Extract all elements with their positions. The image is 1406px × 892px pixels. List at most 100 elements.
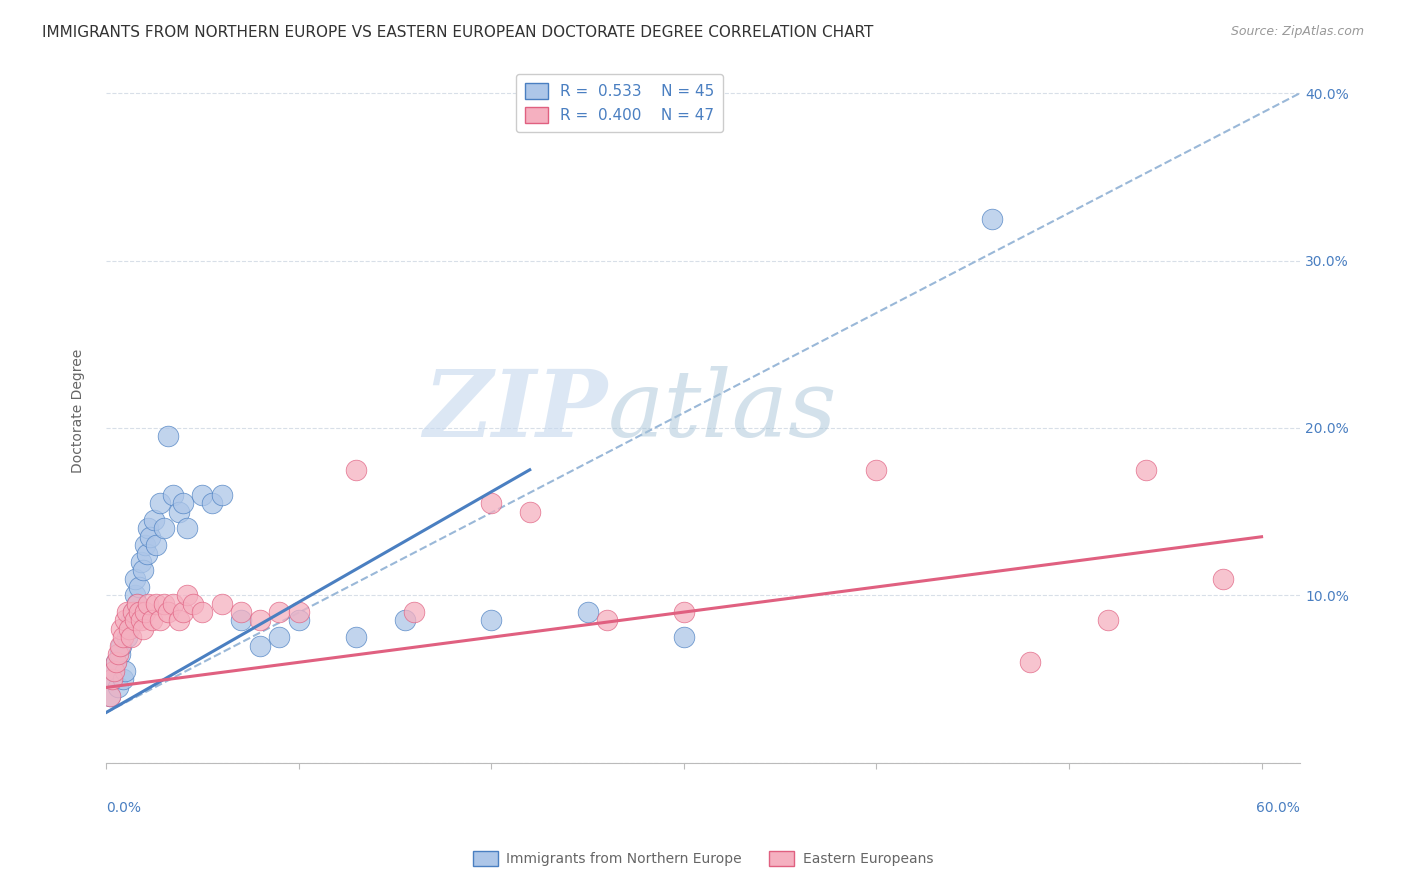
Text: ZIP: ZIP <box>423 367 607 456</box>
Point <box>118 622 141 636</box>
Point <box>479 496 502 510</box>
Point <box>103 664 125 678</box>
Point <box>110 639 132 653</box>
Point <box>141 614 163 628</box>
Text: Source: ZipAtlas.com: Source: ZipAtlas.com <box>1230 25 1364 38</box>
Point <box>122 605 145 619</box>
Point <box>98 689 121 703</box>
Point <box>129 614 152 628</box>
Point <box>172 496 194 510</box>
Point <box>156 429 179 443</box>
Point <box>149 614 172 628</box>
Point <box>1212 572 1234 586</box>
Point <box>346 463 368 477</box>
Point <box>138 521 160 535</box>
Point <box>153 597 176 611</box>
Point <box>108 647 131 661</box>
Point <box>107 647 129 661</box>
Point <box>191 488 214 502</box>
Point <box>128 605 150 619</box>
Point <box>101 672 124 686</box>
Point <box>519 505 541 519</box>
Point <box>672 630 695 644</box>
Y-axis label: Doctorate Degree: Doctorate Degree <box>72 349 86 474</box>
Point <box>156 605 179 619</box>
Text: 60.0%: 60.0% <box>1256 801 1301 815</box>
Point <box>103 664 125 678</box>
Point <box>112 630 135 644</box>
Point <box>394 614 416 628</box>
Point <box>124 588 146 602</box>
Point <box>134 605 156 619</box>
Point <box>122 605 145 619</box>
Point <box>129 555 152 569</box>
Point <box>176 521 198 535</box>
Point <box>287 605 309 619</box>
Point <box>672 605 695 619</box>
Point <box>108 639 131 653</box>
Text: atlas: atlas <box>607 367 837 456</box>
Point <box>112 672 135 686</box>
Point <box>114 614 136 628</box>
Point <box>191 605 214 619</box>
Point <box>172 605 194 619</box>
Point <box>125 597 148 611</box>
Point <box>117 630 139 644</box>
Point <box>125 597 148 611</box>
Point <box>865 463 887 477</box>
Point <box>134 538 156 552</box>
Point <box>101 672 124 686</box>
Point <box>120 614 142 628</box>
Point <box>479 614 502 628</box>
Legend: Immigrants from Northern Europe, Eastern Europeans: Immigrants from Northern Europe, Eastern… <box>467 846 939 871</box>
Point <box>287 614 309 628</box>
Point <box>229 605 252 619</box>
Point <box>249 639 271 653</box>
Point <box>139 530 162 544</box>
Point <box>107 681 129 695</box>
Point <box>981 211 1004 226</box>
Point <box>117 605 139 619</box>
Point <box>98 689 121 703</box>
Point <box>124 572 146 586</box>
Point <box>114 664 136 678</box>
Point <box>176 588 198 602</box>
Point <box>167 505 190 519</box>
Point <box>346 630 368 644</box>
Point <box>143 513 166 527</box>
Point <box>153 521 176 535</box>
Point <box>131 622 153 636</box>
Point <box>596 614 619 628</box>
Point <box>167 614 190 628</box>
Point <box>124 614 146 628</box>
Text: 0.0%: 0.0% <box>105 801 141 815</box>
Point <box>249 614 271 628</box>
Point <box>104 656 127 670</box>
Point <box>576 605 599 619</box>
Point <box>135 547 157 561</box>
Point <box>128 580 150 594</box>
Point <box>1097 614 1119 628</box>
Point <box>145 597 167 611</box>
Point <box>145 538 167 552</box>
Text: IMMIGRANTS FROM NORTHERN EUROPE VS EASTERN EUROPEAN DOCTORATE DEGREE CORRELATION: IMMIGRANTS FROM NORTHERN EUROPE VS EASTE… <box>42 25 873 40</box>
Point <box>404 605 426 619</box>
Point <box>110 622 132 636</box>
Point <box>269 630 291 644</box>
Point <box>118 622 141 636</box>
Point <box>104 656 127 670</box>
Point <box>229 614 252 628</box>
Point <box>131 563 153 577</box>
Point <box>138 597 160 611</box>
Point <box>201 496 224 510</box>
Point <box>120 630 142 644</box>
Point <box>162 597 184 611</box>
Point <box>269 605 291 619</box>
Point <box>1019 656 1042 670</box>
Point <box>162 488 184 502</box>
Point <box>149 496 172 510</box>
Point <box>211 597 233 611</box>
Legend: R =  0.533    N = 45, R =  0.400    N = 47: R = 0.533 N = 45, R = 0.400 N = 47 <box>516 74 723 132</box>
Point <box>181 597 204 611</box>
Point <box>211 488 233 502</box>
